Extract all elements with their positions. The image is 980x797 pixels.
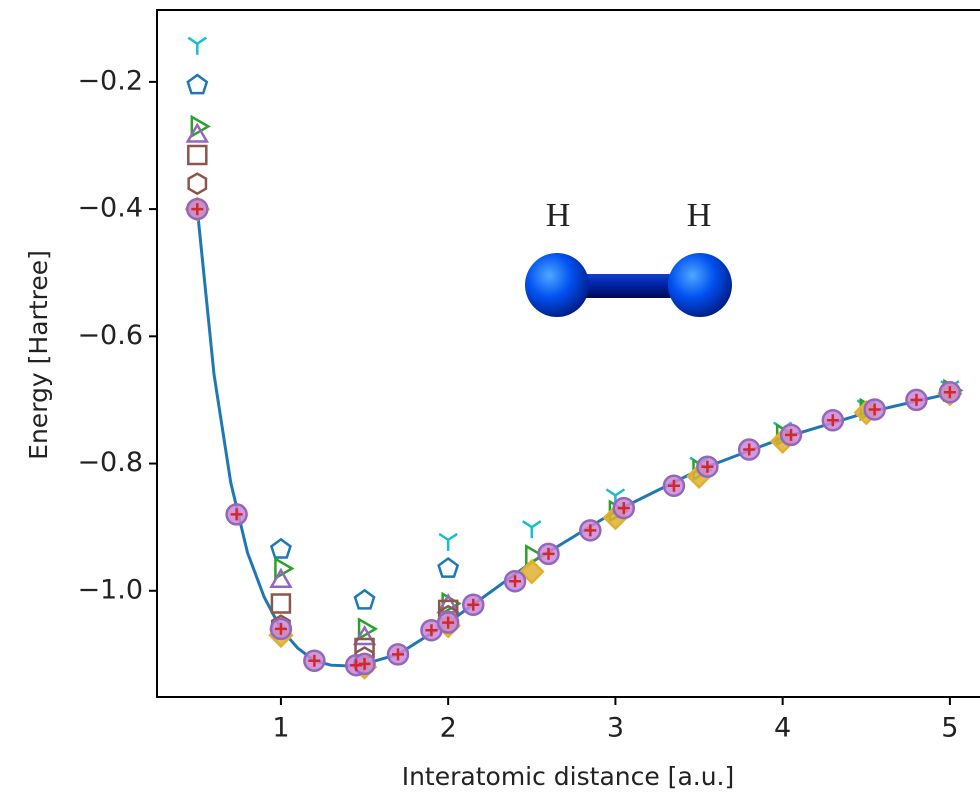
marker (359, 619, 376, 638)
atom (525, 253, 589, 317)
atom-label: H (687, 197, 712, 234)
y-tick-label: −0.8 (77, 447, 143, 478)
marker (439, 534, 457, 551)
marker (523, 521, 541, 538)
marker (188, 146, 206, 164)
marker (192, 117, 209, 136)
y-tick-label: −0.4 (77, 193, 143, 224)
atom-label: H (546, 197, 571, 234)
x-tick-label: 5 (941, 713, 958, 744)
x-tick-label: 3 (607, 713, 624, 744)
y-tick-label: −0.6 (77, 320, 143, 351)
marker (272, 594, 290, 612)
chart: H H Interatomic distance [a.u.] Energy [… (0, 0, 980, 797)
marker (188, 38, 206, 55)
marker (189, 174, 206, 194)
molecule: H H (525, 197, 732, 317)
marker (355, 590, 374, 608)
y-axis-label: Energy [Hartree] (24, 250, 53, 460)
x-tick-label: 1 (272, 713, 289, 744)
marker (439, 559, 458, 577)
atom (668, 253, 732, 317)
x-axis-label: Interatomic distance [a.u.] (402, 762, 735, 791)
y-tick-label: −0.2 (77, 65, 143, 96)
x-tick-label: 4 (774, 713, 791, 744)
x-tick-label: 2 (440, 713, 457, 744)
y-tick-label: −1.0 (77, 574, 143, 605)
marker (271, 539, 290, 557)
marker (188, 75, 207, 93)
